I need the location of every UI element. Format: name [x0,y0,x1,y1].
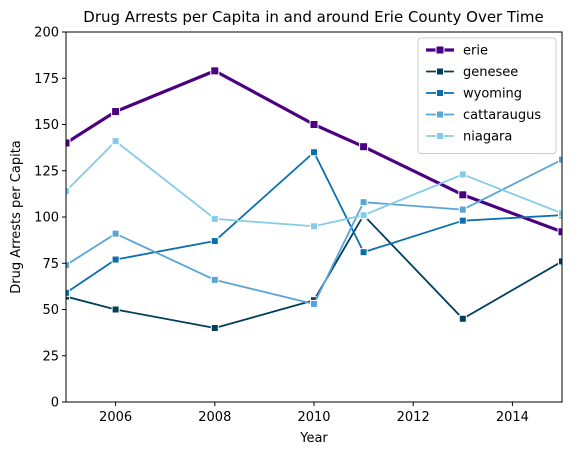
legend-label-niagara: niagara [463,130,512,145]
x-tick-label: 2010 [297,410,330,425]
y-tick-label: 200 [34,26,59,41]
legend-swatch-marker [436,89,444,97]
x-tick-label: 2006 [99,410,132,425]
data-point-erie [557,227,562,237]
y-tick-label: 0 [51,396,59,411]
legend-swatch-marker [436,67,444,76]
data-point-cattaraugus [458,205,467,214]
y-axis-title: Drug Arrests per Capita [9,140,24,294]
axes: 2006 2008 2010 2012 2014 0 25 50 75 100 125 150 175 2… [34,26,529,426]
data-point-erie [111,107,121,117]
plot-frame [65,31,563,403]
data-point-wyoming [458,216,467,225]
data-point-erie [66,138,71,148]
data-point-cattaraugus [210,275,219,284]
legend-label-erie: erie [463,44,488,59]
legend-label-wyoming: wyoming [463,87,522,102]
data-point-genesee [558,257,562,266]
x-tick-label: 2012 [397,410,430,425]
data-point-cattaraugus [310,299,318,308]
data-point-erie [458,190,468,200]
x-axis-title: Year [299,431,328,446]
data-point-erie [359,142,369,152]
data-point-genesee [210,324,219,332]
data-point-erie [210,66,220,76]
y-tick-label: 150 [34,118,59,133]
data-point-cattaraugus [111,229,120,238]
series-line-cattaraugus [66,158,562,305]
y-tick-label: 25 [42,349,59,364]
legend-swatch-marker [435,45,445,55]
data-point-niagara [558,209,562,218]
legend-label-genesee: genesee [463,65,518,80]
data-point-cattaraugus [66,261,70,270]
data-point-erie [309,120,319,129]
data-point-niagara [310,222,318,231]
data-point-genesee [111,305,120,314]
x-tick-label: 2014 [496,410,529,425]
y-tick-label: 50 [42,303,59,318]
data-point-wyoming [310,148,318,157]
y-tick-label: 75 [42,257,59,272]
data-point-cattaraugus [558,155,562,164]
series-line-genesee [66,214,562,329]
data-point-wyoming [111,255,120,264]
data-point-wyoming [66,288,70,297]
data-point-niagara [458,170,467,179]
data-point-niagara [359,211,368,220]
data-point-niagara [111,137,120,146]
legend-swatch-marker [436,132,444,140]
data-point-cattaraugus [359,198,368,207]
data-point-niagara [66,187,70,196]
chart-title: Drug Arrests per Capita in and around Er… [83,8,543,26]
y-tick-label: 100 [34,211,59,226]
legend-label-cattaraugus: cattaraugus [463,108,541,123]
x-tick-label: 2008 [198,410,231,425]
y-tick-label: 125 [34,164,59,179]
legend-swatch-marker [436,110,444,119]
legend-box [417,37,557,154]
data-point-genesee [458,314,467,323]
data-point-wyoming [359,248,368,257]
data-point-niagara [210,214,219,223]
series-layer [66,66,562,332]
legend: erie genesee wyoming cattaraugus niagara [417,37,557,154]
y-tick-label: 175 [34,72,59,87]
data-point-wyoming [210,237,219,246]
